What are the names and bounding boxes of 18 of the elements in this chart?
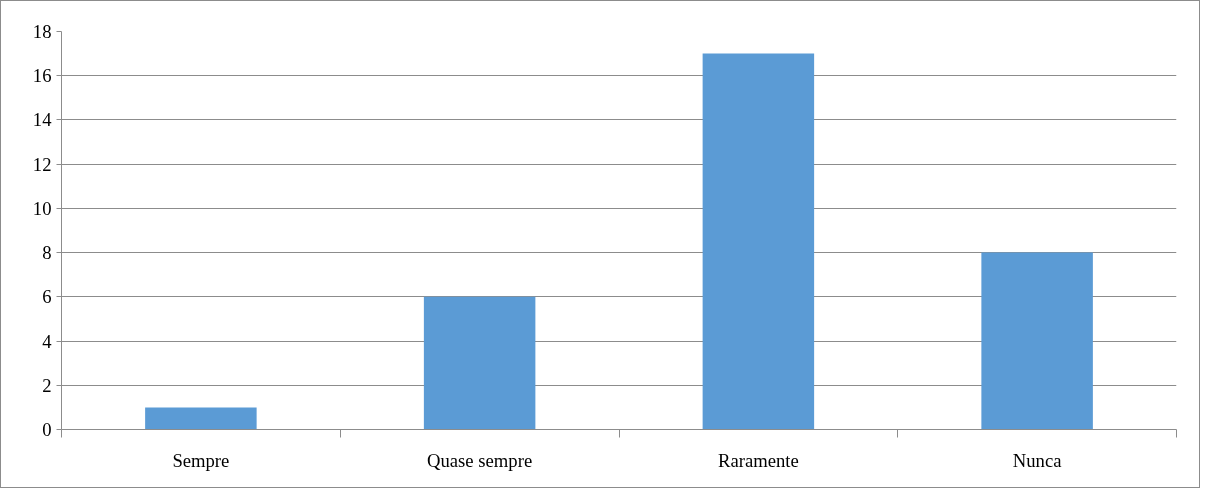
x-tick-label: Quase sempre — [427, 449, 533, 471]
y-tick-label: 2 — [42, 374, 52, 396]
y-tick-label: 4 — [42, 330, 53, 352]
y-tick-label: 14 — [32, 109, 53, 131]
x-tick-label: Nunca — [1012, 449, 1063, 471]
y-tick-label: 8 — [42, 242, 52, 264]
bar — [702, 53, 815, 430]
x-tick-label: Raramente — [717, 449, 799, 471]
y-tick-label: 16 — [32, 65, 52, 87]
x-tick-label: Sempre — [172, 449, 230, 471]
y-tick-label: 6 — [42, 286, 52, 308]
y-tick-label: 0 — [42, 419, 52, 440]
bar — [145, 407, 257, 430]
bar — [981, 252, 1093, 430]
y-tick-label: 18 — [32, 21, 52, 42]
bar — [423, 296, 536, 430]
y-tick-label: 12 — [32, 153, 52, 175]
y-tick-label: 10 — [32, 197, 52, 219]
